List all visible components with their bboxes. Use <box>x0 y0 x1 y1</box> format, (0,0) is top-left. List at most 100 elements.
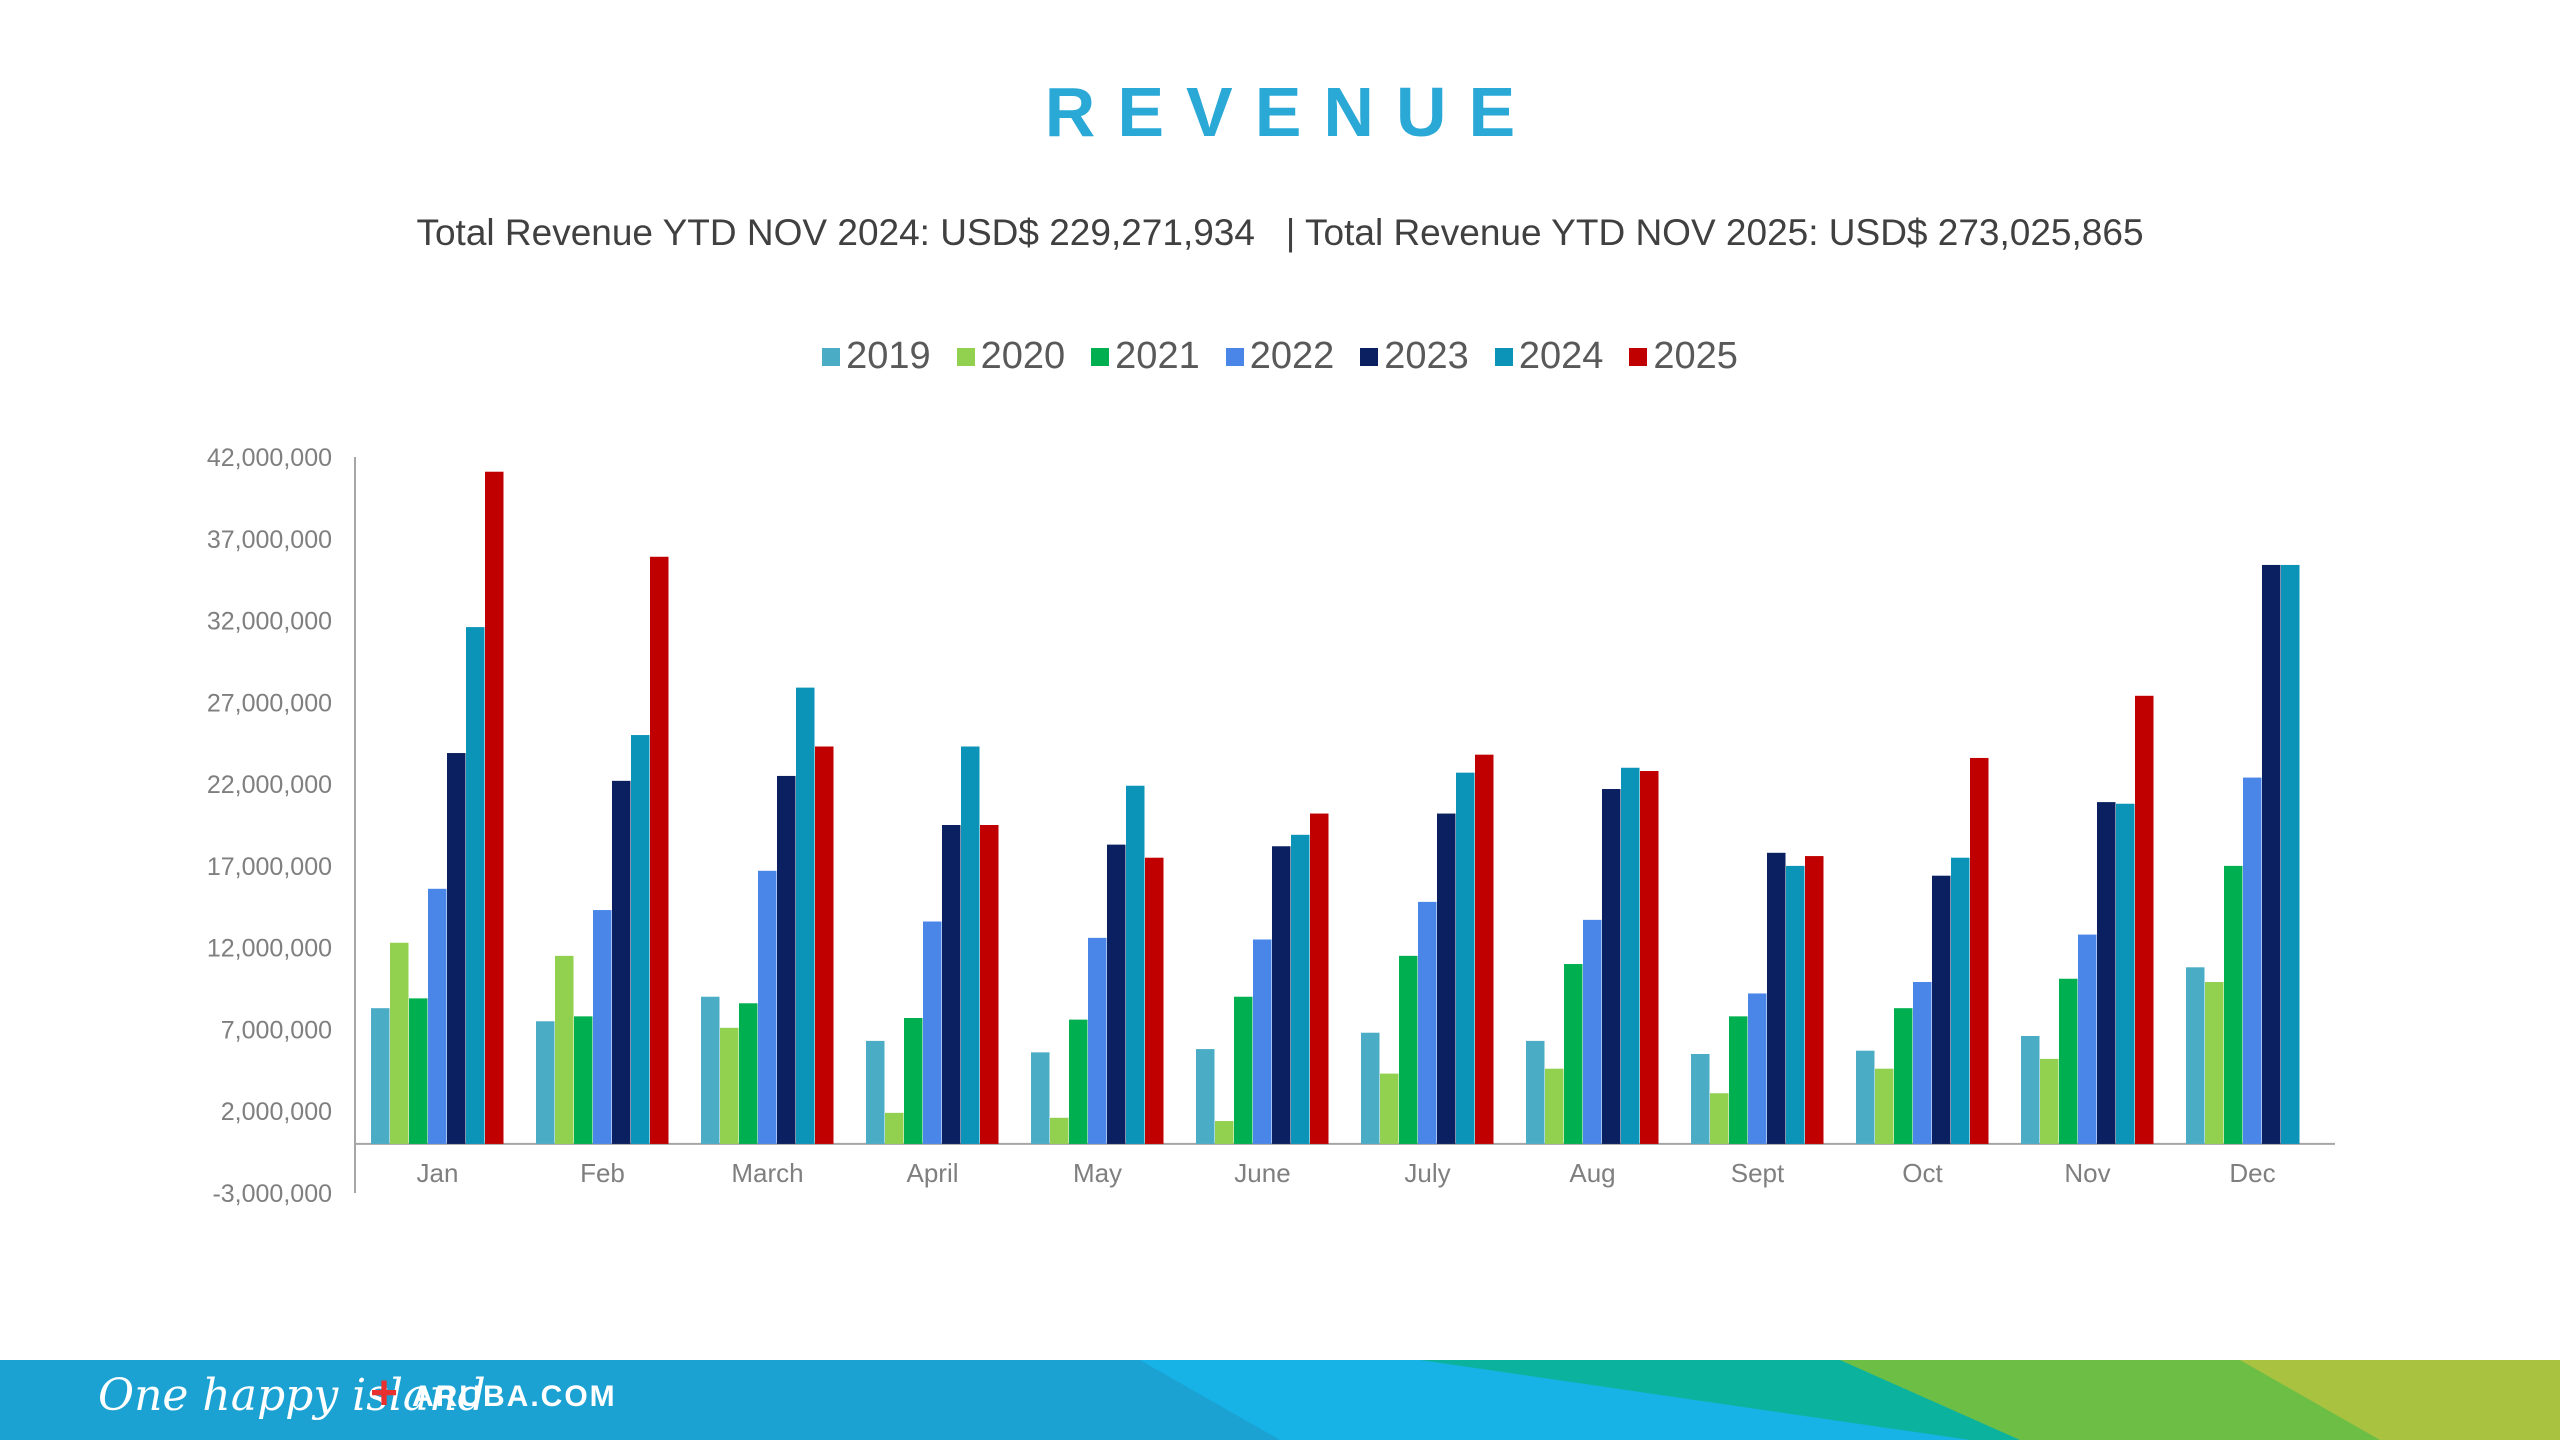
legend-label: 2021 <box>1115 335 1200 377</box>
x-tick-label: May <box>1073 1158 1122 1188</box>
bar-2024-Feb <box>631 735 650 1144</box>
bar-2022-June <box>1253 939 1272 1144</box>
x-tick-label: July <box>1404 1158 1450 1188</box>
x-tick-label: Nov <box>2064 1158 2110 1188</box>
bar-2019-May <box>1031 1052 1050 1144</box>
bar-2024-May <box>1126 785 1145 1144</box>
page-title: REVENUE <box>1044 73 1538 151</box>
legend-label: 2020 <box>980 335 1066 377</box>
bar-2025-March <box>815 746 834 1144</box>
bar-2025-May <box>1145 857 1164 1144</box>
bar-2022-July <box>1418 901 1437 1144</box>
bar-2024-March <box>796 687 815 1144</box>
bar-2025-Jan <box>485 471 504 1144</box>
bar-2023-Dec <box>2262 564 2281 1144</box>
legend-item-2022: 2022 <box>1225 335 1335 378</box>
bar-2022-March <box>758 870 777 1144</box>
bar-2023-June <box>1272 846 1291 1144</box>
bar-2020-July <box>1380 1073 1399 1144</box>
bar-2023-Nov <box>2097 802 2116 1144</box>
bar-2025-July <box>1475 754 1494 1144</box>
bar-2021-July <box>1399 955 1418 1144</box>
bar-2019-March <box>701 996 720 1144</box>
bar-2019-Jan <box>371 1008 390 1144</box>
bar-2023-Oct <box>1932 875 1951 1144</box>
y-tick-label: 12,000,000 <box>207 935 332 963</box>
y-tick-label: 32,000,000 <box>207 608 332 636</box>
y-tick-label: 22,000,000 <box>207 771 332 799</box>
bar-2022-Feb <box>593 910 612 1144</box>
bar-2019-Sept <box>1691 1053 1710 1144</box>
bar-2025-Aug <box>1640 771 1659 1144</box>
bar-2023-July <box>1437 813 1456 1144</box>
bar-2021-Jan <box>409 998 428 1144</box>
legend-label: 2023 <box>1384 335 1469 377</box>
legend-item-2025: 2025 <box>1629 335 1738 378</box>
revenue-bar-chart: -3,000,000 2,000,000 7,000,000 12,000,000 17… <box>207 444 2335 1208</box>
bar-2025-April <box>980 825 999 1144</box>
bar-2025-Sept <box>1805 856 1824 1144</box>
chart-legend: 2019 2020 2021 2022 2023 2024 2025 <box>0 335 2560 378</box>
legend-swatch <box>956 347 975 366</box>
bar-2024-Aug <box>1621 767 1640 1144</box>
legend-swatch <box>1360 347 1379 366</box>
bar-2019-Nov <box>2021 1035 2040 1144</box>
bar-2025-Nov <box>2135 695 2154 1144</box>
y-tick-label: -3,000,000 <box>212 1180 332 1208</box>
x-tick-label: Oct <box>1902 1158 1943 1188</box>
legend-item-2024: 2024 <box>1494 335 1603 378</box>
chart-subtitle: Total Revenue YTD NOV 2024: USD$ 229,271… <box>416 212 2144 253</box>
bar-2019-Feb <box>536 1021 555 1144</box>
bar-2024-Oct <box>1951 857 1970 1144</box>
bar-2022-April <box>923 921 942 1144</box>
y-tick-label: 2,000,000 <box>221 1098 332 1126</box>
bar-2022-Nov <box>2078 934 2097 1144</box>
legend-label: 2022 <box>1249 335 1335 377</box>
y-tick-label: 37,000,000 <box>207 526 332 554</box>
bar-2023-Sept <box>1767 852 1786 1144</box>
bar-2019-June <box>1196 1049 1215 1144</box>
bar-2022-Sept <box>1748 993 1767 1144</box>
bar-2025-June <box>1310 813 1329 1144</box>
bar-2021-June <box>1234 996 1253 1144</box>
bar-2023-Jan <box>447 753 466 1144</box>
bar-2020-March <box>720 1027 739 1144</box>
bar-2019-Dec <box>2186 967 2205 1144</box>
bar-2024-July <box>1456 772 1475 1144</box>
footer-stripes <box>0 1360 2560 1440</box>
legend-label: 2019 <box>846 335 931 377</box>
x-tick-label: March <box>731 1158 803 1188</box>
bar-2019-Oct <box>1856 1050 1875 1144</box>
y-tick-label: 17,000,000 <box>207 853 332 881</box>
bar-2019-April <box>866 1040 885 1144</box>
bar-2019-Aug <box>1526 1040 1545 1144</box>
bar-2020-May <box>1050 1117 1069 1144</box>
legend-swatch <box>1091 347 1110 366</box>
legend-item-2023: 2023 <box>1360 335 1469 378</box>
bar-2020-Aug <box>1545 1068 1564 1144</box>
bar-2021-May <box>1069 1019 1088 1144</box>
bar-2023-April <box>942 825 961 1144</box>
bar-2020-April <box>885 1112 904 1144</box>
bar-2022-Oct <box>1913 982 1932 1144</box>
bar-2022-Dec <box>2243 777 2262 1144</box>
bar-2024-Dec <box>2281 564 2300 1144</box>
footer-brand-link[interactable]: ARUBA.COM <box>412 1380 617 1413</box>
footer-stripe-2 <box>1140 1360 1990 1440</box>
bar-2021-Oct <box>1894 1008 1913 1144</box>
y-tick-label: 7,000,000 <box>221 1016 332 1044</box>
footer-stripe-1 <box>0 1360 1300 1440</box>
bar-2024-Jan <box>466 627 485 1144</box>
bar-2020-Dec <box>2205 982 2224 1144</box>
bar-2020-Oct <box>1875 1068 1894 1144</box>
bar-2021-Dec <box>2224 865 2243 1144</box>
bar-2024-April <box>961 746 980 1144</box>
legend-item-2019: 2019 <box>822 335 931 378</box>
bar-2019-July <box>1361 1032 1380 1144</box>
footer-banner: One happy island + ARUBA.COM <box>0 1360 2560 1440</box>
legend-swatch <box>822 347 841 366</box>
bar-2021-Sept <box>1729 1016 1748 1144</box>
bar-2024-Nov <box>2116 803 2135 1144</box>
bar-2021-Nov <box>2059 978 2078 1144</box>
x-tick-label: Feb <box>580 1158 625 1188</box>
